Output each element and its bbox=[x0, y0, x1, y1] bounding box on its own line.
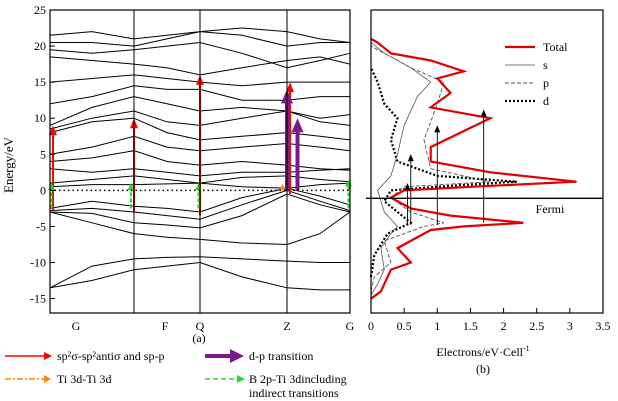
dos-arrow-head-3 bbox=[480, 109, 487, 117]
ytick-label-1: -10 bbox=[30, 256, 46, 270]
kpoint-label-4: G bbox=[346, 319, 355, 333]
legend-item-green: B 2p-Ti 3dincluding indirect transitions bbox=[205, 372, 347, 400]
dos-xtick-label-5: 2.5 bbox=[529, 319, 544, 333]
ytick-label-8: 25 bbox=[34, 3, 46, 17]
dos-curve-total bbox=[370, 37, 577, 300]
dos-arrows bbox=[404, 109, 487, 225]
dos-legend-label-total: Total bbox=[543, 40, 568, 54]
dos-legend: Total spd bbox=[505, 40, 568, 108]
ytick-label-2: -5 bbox=[36, 219, 46, 233]
dos-xtick-label-1: 0.5 bbox=[397, 319, 412, 333]
legend-orange-arrow-head bbox=[44, 375, 51, 383]
dos-xtick-label-2: 1 bbox=[434, 319, 440, 333]
legend-red-arrow-head bbox=[44, 352, 52, 360]
dos-arrow-head-1 bbox=[407, 154, 414, 162]
transition-orange-head-10 bbox=[279, 184, 286, 191]
legend-purple-arrow-head bbox=[230, 349, 244, 363]
transition-legend: sp²σ-sp²antiσ and sp-p d-p transition Ti… bbox=[5, 349, 347, 400]
legend-orange-label: Ti 3d-Ti 3d bbox=[57, 372, 111, 386]
panel-label-b: (b) bbox=[476, 362, 490, 376]
dos-xtick-label-4: 2 bbox=[501, 319, 507, 333]
dos-legend-label-d: d bbox=[543, 94, 549, 108]
legend-green-arrow-head bbox=[237, 375, 245, 383]
dos-legend-label-s: s bbox=[543, 58, 548, 72]
legend-purple-label: d-p transition bbox=[249, 349, 313, 363]
dos-curve-p bbox=[370, 45, 491, 292]
dos-curves bbox=[369, 37, 577, 300]
ytick-label-7: 20 bbox=[34, 39, 46, 53]
dos-xtick-label-0: 0 bbox=[368, 319, 374, 333]
dos-curve-d bbox=[369, 67, 517, 278]
x-axis-label-sup: -1 bbox=[523, 344, 530, 353]
dos-frame bbox=[370, 9, 604, 314]
band-structure-panel: G F Q Z G -15 -10 -5 0 5 10 15 20 25 Energy/eV (a) bbox=[1, 3, 355, 345]
kpoint-label-3: Z bbox=[283, 319, 290, 333]
band-axes: G F Q Z G -15 -10 -5 0 5 10 15 20 25 bbox=[30, 3, 355, 333]
dos-xtick-label-6: 3 bbox=[567, 319, 573, 333]
ytick-label-6: 15 bbox=[34, 75, 46, 89]
fermi-label: Fermi bbox=[536, 202, 565, 216]
transition-red-head-3 bbox=[286, 82, 294, 93]
ytick-label-5: 10 bbox=[34, 111, 46, 125]
ytick-label-3: 0 bbox=[40, 183, 46, 197]
kpoint-label-0: G bbox=[72, 319, 81, 333]
ytick-label-4: 5 bbox=[40, 147, 46, 161]
dos-arrow-head-0 bbox=[404, 183, 411, 191]
legend-item-red: sp²σ-sp²antiσ and sp-p bbox=[5, 349, 164, 363]
kpoint-label-1: F bbox=[162, 319, 169, 333]
transition-red-head-0 bbox=[49, 125, 57, 136]
legend-red-label: sp²σ-sp²antiσ and sp-p bbox=[57, 349, 164, 363]
legend-item-purple: d-p transition bbox=[205, 349, 313, 363]
x-axis-label: Electrons/eV·Cell-1 bbox=[436, 344, 529, 359]
x-axis-label-text: Electrons/eV·Cell bbox=[436, 345, 523, 359]
legend-item-orange: Ti 3d-Ti 3d bbox=[5, 372, 111, 386]
dos-xtick-label-3: 1.5 bbox=[463, 319, 478, 333]
transition-green-head-7 bbox=[127, 183, 135, 191]
ytick-label-0: -15 bbox=[30, 292, 46, 306]
dos-axes: 0 0.5 1 1.5 2 2.5 3 3.5 bbox=[366, 9, 611, 333]
transition-purple-head-5 bbox=[291, 118, 304, 133]
y-axis-label: Energy/eV bbox=[1, 136, 16, 193]
dos-arrow-head-2 bbox=[434, 125, 441, 133]
legend-green-label-line2: indirect transitions bbox=[249, 386, 339, 400]
legend-green-label: B 2p-Ti 3dincluding bbox=[249, 372, 347, 386]
dos-legend-label-p: p bbox=[543, 76, 549, 90]
dos-xtick-label-7: 3.5 bbox=[596, 319, 611, 333]
panel-label-a: (a) bbox=[192, 331, 205, 345]
dos-curve-s bbox=[370, 42, 432, 296]
kpoint-label-2: Q bbox=[196, 319, 205, 333]
dos-panel: 0 0.5 1 1.5 2 2.5 3 3.5 Fermi Electrons/eV·Cell… bbox=[366, 9, 611, 376]
